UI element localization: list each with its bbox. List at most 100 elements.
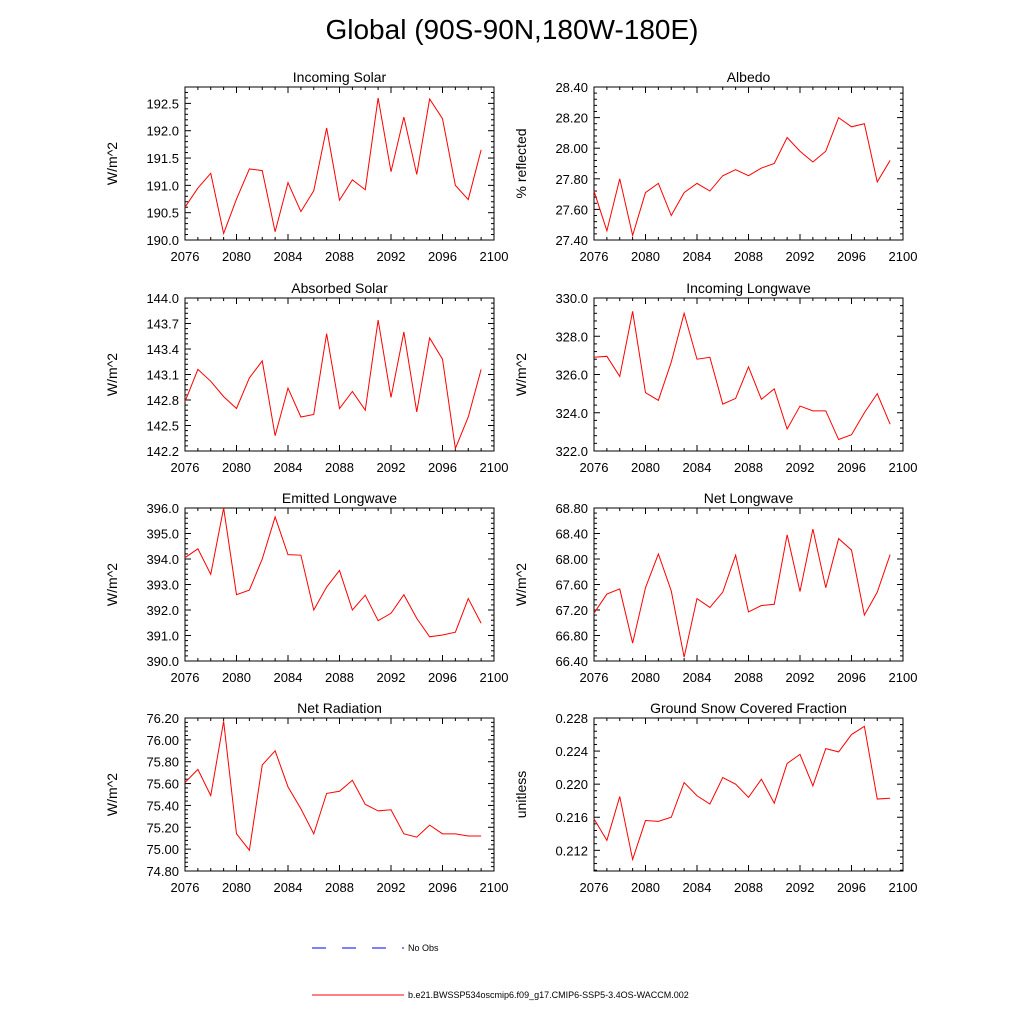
- y-tick-label: 390.0: [146, 654, 179, 669]
- series-line: [184, 97, 482, 236]
- panel-title: Net Radiation: [297, 700, 382, 716]
- x-tick-label: 2080: [222, 460, 251, 475]
- x-tick-label: 2100: [480, 880, 509, 895]
- legend-case-label: b.e21.BWSSP534oscmip6.f09_g17.CMIP6-SSP5…: [408, 990, 689, 1000]
- x-tick-label: 2100: [480, 249, 509, 264]
- series-line: [593, 725, 891, 862]
- y-tick-label: 28.00: [555, 141, 588, 156]
- y-tick-label: 392.0: [146, 603, 179, 618]
- x-tick-label: 2076: [171, 670, 200, 685]
- x-tick-label: 2100: [889, 880, 918, 895]
- x-tick-label: 2084: [683, 460, 712, 475]
- y-tick-label: 28.40: [555, 80, 588, 95]
- x-tick-label: 2088: [734, 880, 763, 895]
- y-tick-label: 190.5: [146, 206, 179, 221]
- y-axis-label: unitless: [513, 771, 529, 818]
- y-tick-label: 142.2: [146, 444, 179, 459]
- x-tick-label: 2088: [734, 670, 763, 685]
- series-line: [184, 721, 482, 852]
- x-tick-label: 2100: [889, 460, 918, 475]
- x-tick-label: 2076: [171, 880, 200, 895]
- y-tick-label: 143.7: [146, 317, 179, 332]
- x-tick-label: 2076: [171, 249, 200, 264]
- x-tick-label: 2080: [631, 880, 660, 895]
- panel-title: Incoming Longwave: [686, 280, 811, 296]
- x-tick-label: 2096: [837, 670, 866, 685]
- y-tick-label: 192.0: [146, 124, 179, 139]
- y-tick-label: 142.8: [146, 393, 179, 408]
- y-tick-label: 191.0: [146, 178, 179, 193]
- x-tick-label: 2092: [786, 880, 815, 895]
- y-axis-label: W/m^2: [104, 563, 120, 606]
- x-tick-label: 2092: [377, 670, 406, 685]
- y-axis-label: W/m^2: [104, 142, 120, 185]
- chart-panel-4: Incoming Longwave W/m^2 2076 2080 2084 2088 20…: [513, 280, 917, 475]
- y-tick-label: 322.0: [555, 444, 588, 459]
- y-tick-label: 328.0: [555, 329, 588, 344]
- y-tick-label: 67.60: [555, 578, 588, 593]
- plot-frame: [184, 297, 495, 452]
- y-tick-label: 0.220: [555, 777, 588, 792]
- panel-title: Net Longwave: [704, 490, 794, 506]
- y-tick-label: 75.60: [146, 777, 179, 792]
- y-tick-label: 28.20: [555, 111, 588, 126]
- chart-panel-6: Net Longwave W/m^2 2076 2080 2084 2088 2092 209…: [513, 490, 917, 685]
- y-tick-label: 394.0: [146, 552, 179, 567]
- series-line: [593, 528, 891, 658]
- y-tick-label: 324.0: [555, 406, 588, 421]
- y-tick-label: 68.00: [555, 552, 588, 567]
- panel-title: Absorbed Solar: [291, 280, 388, 296]
- plot-frame: [593, 297, 904, 452]
- x-tick-label: 2084: [274, 880, 303, 895]
- y-axis-label: W/m^2: [104, 773, 120, 816]
- x-tick-label: 2088: [325, 249, 354, 264]
- x-tick-label: 2076: [580, 880, 609, 895]
- chart-panel-3: Absorbed Solar W/m^2 2076 2080 2084 2088 2092 2…: [104, 280, 508, 475]
- x-tick-label: 2080: [631, 249, 660, 264]
- figure-title: Global (90S-90N,180W-180E): [325, 14, 699, 45]
- x-tick-label: 2076: [580, 670, 609, 685]
- x-tick-label: 2084: [683, 670, 712, 685]
- x-tick-label: 2100: [889, 249, 918, 264]
- y-tick-label: 0.224: [555, 744, 588, 759]
- x-tick-label: 2100: [480, 670, 509, 685]
- x-tick-label: 2088: [325, 880, 354, 895]
- y-tick-label: 391.0: [146, 629, 179, 644]
- x-tick-label: 2096: [428, 249, 457, 264]
- x-tick-label: 2084: [683, 880, 712, 895]
- y-tick-label: 190.0: [146, 233, 179, 248]
- y-tick-label: 75.40: [146, 798, 179, 813]
- x-tick-label: 2100: [480, 460, 509, 475]
- x-tick-label: 2096: [837, 249, 866, 264]
- y-tick-label: 395.0: [146, 527, 179, 542]
- x-tick-label: 2084: [274, 460, 303, 475]
- y-tick-label: 0.228: [555, 711, 588, 726]
- y-tick-label: 75.20: [146, 820, 179, 835]
- y-tick-label: 74.80: [146, 864, 179, 879]
- y-tick-label: 330.0: [555, 291, 588, 306]
- y-tick-label: 27.40: [555, 233, 588, 248]
- chart-panel-2: Albedo % reflected 2076 2080 2084 2088 2092 209…: [513, 69, 917, 264]
- x-tick-label: 2080: [631, 460, 660, 475]
- panel-title: Emitted Longwave: [282, 490, 397, 506]
- panel-title: Albedo: [727, 69, 771, 85]
- y-tick-label: 66.80: [555, 629, 588, 644]
- x-tick-label: 2080: [631, 670, 660, 685]
- y-tick-label: 76.00: [146, 733, 179, 748]
- y-tick-label: 0.216: [555, 810, 588, 825]
- x-tick-label: 2096: [428, 460, 457, 475]
- plot-frame: [184, 717, 495, 872]
- x-tick-label: 2084: [683, 249, 712, 264]
- y-tick-label: 143.4: [146, 342, 179, 357]
- x-tick-label: 2088: [734, 249, 763, 264]
- plot-frame: [593, 717, 904, 872]
- plot-frame: [184, 507, 495, 662]
- x-tick-label: 2096: [837, 460, 866, 475]
- legend-obs-label: No Obs: [408, 943, 439, 953]
- y-tick-label: 393.0: [146, 578, 179, 593]
- x-tick-label: 2092: [377, 249, 406, 264]
- chart-panel-7: Net Radiation W/m^2 2076 2080 2084 2088 2092 20…: [104, 700, 508, 895]
- series-line: [184, 507, 482, 638]
- chart-panel-1: Incoming Solar W/m^2 2076 2080 2084 2088 2092 2…: [104, 69, 508, 264]
